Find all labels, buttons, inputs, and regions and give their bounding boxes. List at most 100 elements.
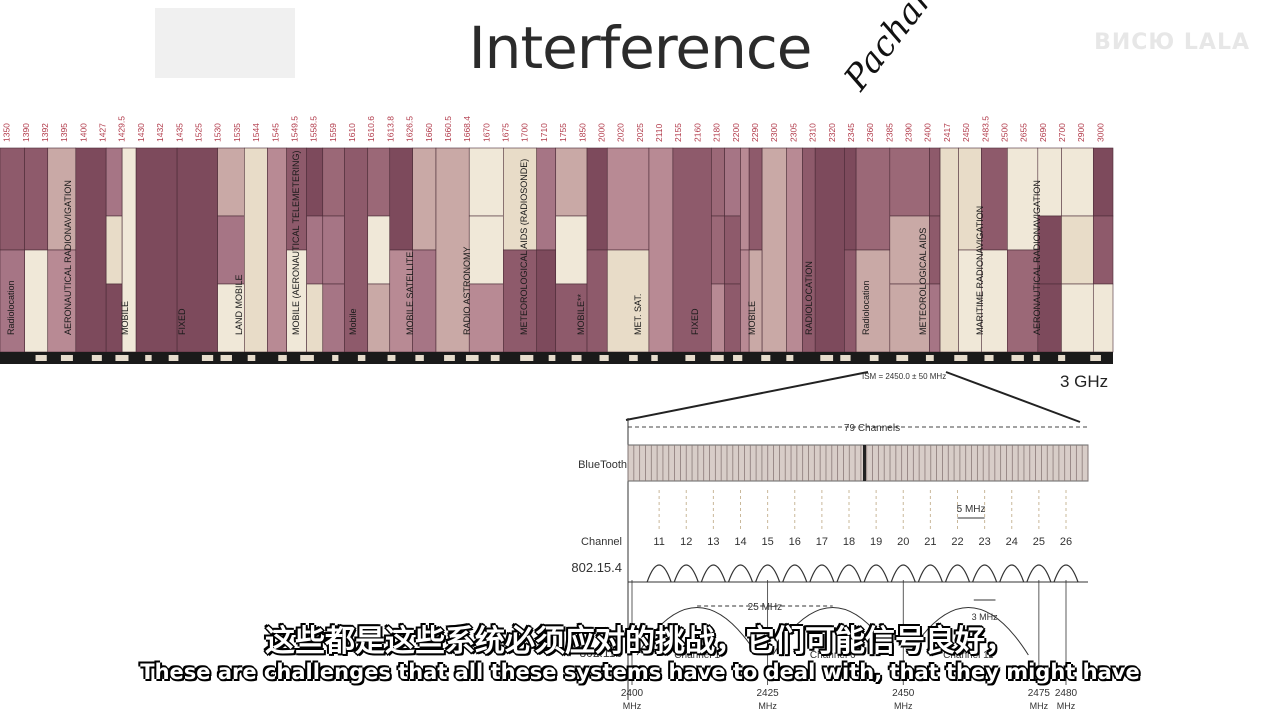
frequency-tick-label: 1850: [577, 123, 587, 142]
frequency-tick-label: 2110: [654, 123, 664, 142]
spectrum-band: [586, 249, 608, 353]
spectrum-band: [412, 249, 437, 353]
channel-lobe: [999, 564, 1025, 583]
channel-lobe: [673, 564, 699, 583]
spectrum-band: [0, 249, 25, 353]
spectrum-band: [724, 147, 741, 217]
frequency-tick-label: 1427: [98, 123, 108, 142]
spectrum-band: [176, 147, 218, 353]
spectrum-band: [711, 283, 725, 353]
spectrum-band: [322, 147, 345, 217]
spectrum-band: [740, 147, 750, 251]
frequency-tick-label: 1610.6: [366, 116, 376, 142]
spectrum-band: [855, 249, 891, 353]
spectrum-band: [1061, 147, 1094, 217]
band-label: AERONAUTICAL RADIONAVIGATION: [63, 180, 73, 335]
spectrum-band: [606, 249, 650, 353]
band-marker: [925, 355, 934, 361]
band-marker: [357, 355, 366, 361]
frequency-tick-label: 2160: [692, 123, 702, 142]
freq-axis-label: 2475: [1028, 688, 1051, 699]
spectrum-band: [981, 147, 1008, 251]
channel-lobe: [972, 564, 998, 583]
spectrum-band: [606, 147, 650, 251]
standard-label: 802.15.4: [571, 560, 622, 575]
channel-number: 11: [653, 536, 664, 548]
spectrum-band: [555, 215, 588, 285]
frequency-tick-label: 1660: [424, 123, 434, 142]
band-label: RADIOLOCATION: [804, 261, 814, 335]
frequency-tick-label: 1390: [21, 123, 31, 142]
channel-lobe: [890, 564, 916, 583]
band-marker: [710, 355, 724, 361]
frequency-tick-label: 2385: [884, 123, 894, 142]
frequency-tick-label: 2655: [1019, 123, 1029, 142]
spectrum-band: [0, 147, 25, 251]
spectrum-band: [75, 147, 107, 353]
frequency-tick-label: 1558.5: [309, 116, 319, 142]
channel-number: 22: [951, 536, 963, 548]
frequency-tick-label: 2000: [596, 123, 606, 142]
frequency-tick-label: 2900: [1076, 123, 1086, 142]
band-marker: [1011, 355, 1024, 361]
spacing-3-label: 3 MHz: [972, 612, 999, 622]
spectrum-band: [217, 147, 245, 217]
channel-number: 24: [1006, 536, 1018, 548]
spectrum-band: [761, 147, 788, 353]
spectrum-band: [135, 147, 178, 353]
zoom-line-left: [625, 371, 869, 421]
spectrum-baseline: [0, 352, 1113, 364]
band-marker: [465, 355, 479, 361]
channel-number: 17: [816, 536, 828, 548]
band-marker: [220, 355, 232, 361]
channel-number: 23: [979, 536, 991, 548]
frequency-tick-label: 1544: [251, 123, 261, 142]
band-marker: [60, 355, 73, 361]
spectrum-band: [711, 215, 725, 285]
slide-title: Interference: [468, 14, 813, 82]
band-label: Radiolocation: [6, 280, 16, 335]
watermark: ВИСЮ LALA: [1094, 30, 1250, 55]
bluetooth-center-marker: [863, 445, 866, 481]
freq-axis-label: 2400: [621, 688, 644, 699]
band-marker: [278, 355, 287, 361]
channel-number: 25: [1033, 536, 1045, 548]
frequency-tick-label: 1530: [213, 123, 223, 142]
channel-number: 21: [924, 536, 936, 548]
frequency-tick-label: 2450: [961, 123, 971, 142]
freq-axis-label: 2425: [757, 688, 780, 699]
frequency-tick-label: 1670: [481, 123, 491, 142]
band-label: MOBILE: [747, 301, 757, 335]
frequency-tick-label: 1755: [558, 123, 568, 142]
frequency-tick-label: 1660.5: [443, 116, 453, 142]
spectrum-band: [468, 283, 504, 353]
frequency-tick-label: 1400: [78, 123, 88, 142]
frequency-tick-label: 1613.8: [385, 116, 395, 142]
band-marker: [332, 355, 339, 361]
spectrum-band: [748, 147, 763, 251]
spectrum-band: [1092, 215, 1114, 285]
wifi-channel-label: Channel 1: [674, 650, 720, 661]
spectrum-band: [724, 215, 741, 285]
spectrum-band: [217, 283, 245, 353]
band-label: METEOROLOGICAL AIDS (RADIOSONDE): [519, 159, 529, 335]
frequency-tick-label: 1610: [347, 123, 357, 142]
band-marker: [820, 355, 834, 361]
frequency-tick-label: 2180: [712, 123, 722, 142]
frequency-tick-label: 2155: [673, 123, 683, 142]
frequency-tick-label: 2400: [923, 123, 933, 142]
zoom-line-right: [945, 371, 1081, 423]
band-marker: [444, 355, 455, 361]
spectrum-band: [1061, 283, 1094, 353]
spectrum-band: [889, 147, 930, 217]
freq-axis-unit: MHz: [894, 701, 913, 711]
band-marker: [896, 355, 909, 361]
frequency-tick-label: 1675: [501, 123, 511, 142]
band-marker: [869, 355, 879, 361]
frequency-tick-label: 2700: [1057, 123, 1067, 142]
band-marker: [733, 355, 743, 361]
bluetooth-band: [627, 444, 1089, 482]
spectrum-band: [468, 147, 504, 217]
spectrum-band: [711, 147, 725, 217]
